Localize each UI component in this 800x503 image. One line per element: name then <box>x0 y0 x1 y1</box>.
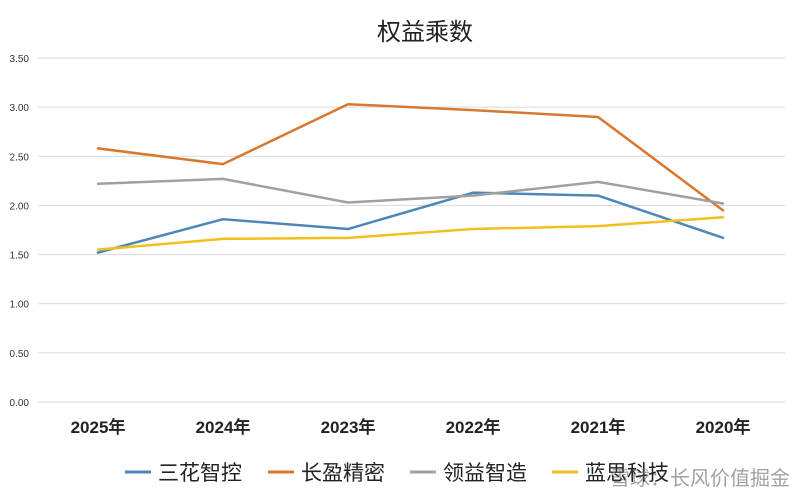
y-tick-label: 3.50 <box>10 54 30 65</box>
watermark-text: 雪球：长风价值掘金 <box>610 466 790 490</box>
y-tick-label: 0.00 <box>10 398 30 409</box>
x-tick-label: 2025年 <box>71 417 126 437</box>
series-line-2 <box>96 102 725 212</box>
x-tick-label: 2023年 <box>321 417 376 437</box>
y-tick-label: 0.50 <box>10 349 30 360</box>
y-tick-label: 1.00 <box>10 300 30 311</box>
legend-label-1: 三花智控 <box>158 461 242 485</box>
y-tick-label: 2.50 <box>10 152 30 163</box>
gridlines <box>38 57 785 403</box>
x-tick-label: 2022年 <box>446 417 501 437</box>
x-tick-label: 2021年 <box>571 417 626 437</box>
series-line-1 <box>96 191 725 254</box>
series-line-4 <box>96 215 725 251</box>
series-line-3 <box>96 177 725 205</box>
chart-title: 权益乘数 <box>377 18 473 46</box>
legend-label-3: 领益智造 <box>443 461 527 485</box>
legend-label-2: 长盈精密 <box>301 461 385 485</box>
legend: 三花智控 长盈精密 领益智造 蓝思科技 <box>125 461 669 485</box>
y-tick-label: 1.50 <box>10 251 30 262</box>
y-tick-label: 3.00 <box>10 103 30 114</box>
x-axis-tick-labels: 2025年 2024年 2023年 2022年 2021年 2020年 <box>71 417 751 437</box>
y-axis-tick-labels: 0.00 0.50 1.00 1.50 2.00 2.50 3.00 3.50 <box>10 54 30 409</box>
series-lines <box>96 102 725 254</box>
legend-label-4: 蓝思科技 <box>585 461 669 485</box>
y-tick-label: 2.00 <box>10 201 30 212</box>
x-tick-label: 2024年 <box>196 417 251 437</box>
x-tick-label: 2020年 <box>696 417 751 437</box>
